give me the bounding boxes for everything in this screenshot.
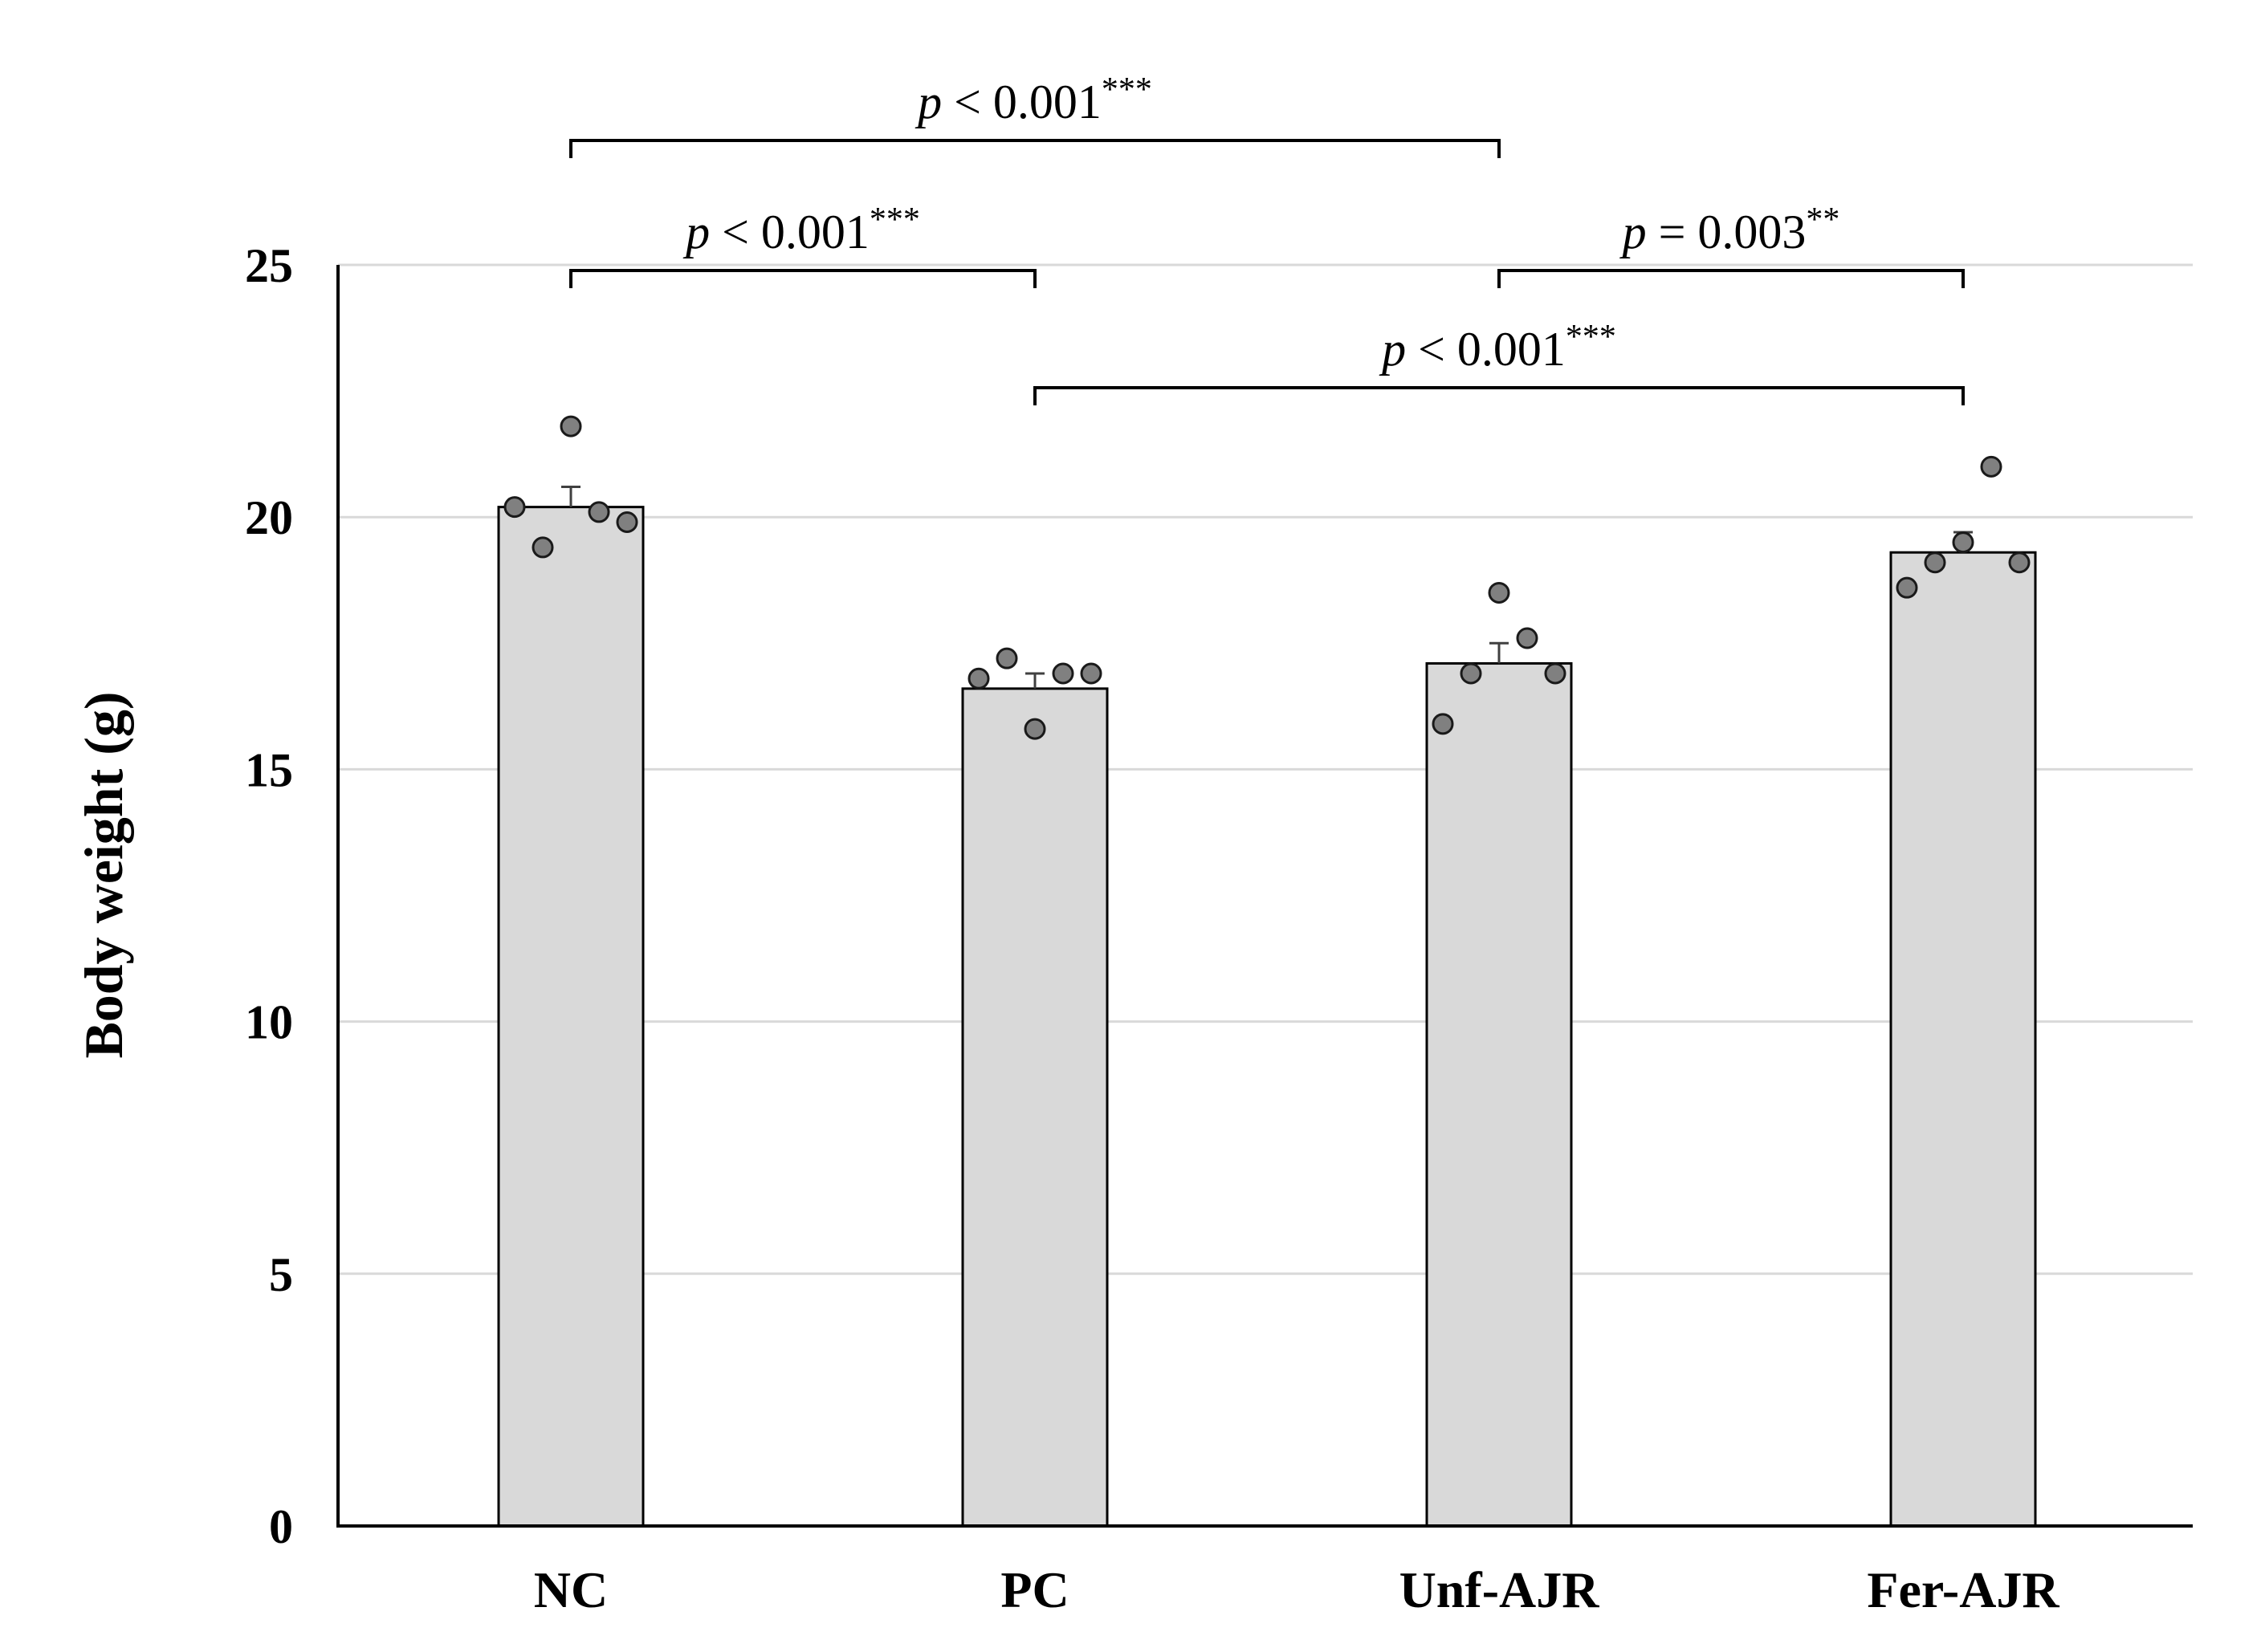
data-point xyxy=(1024,718,1046,740)
data-point xyxy=(503,496,526,519)
x-category-label: Unf-AJR xyxy=(1399,1561,1600,1618)
data-point xyxy=(996,647,1018,669)
significance-bracket xyxy=(1033,386,1965,405)
data-point xyxy=(588,501,610,523)
data-point xyxy=(1460,662,1482,685)
data-point xyxy=(1896,576,1918,599)
axes xyxy=(336,265,2193,1528)
y-tick-labels: 0 5 10 15 20 25 xyxy=(245,239,293,1553)
data-point xyxy=(1980,455,2002,478)
x-category-labels: NC PC Unf-AJR Fer-AJR xyxy=(534,1561,2060,1618)
y-tick-label: 10 xyxy=(245,996,293,1049)
bar xyxy=(497,506,645,1528)
significance-bracket xyxy=(569,139,1501,158)
y-tick-label: 0 xyxy=(269,1500,293,1553)
y-tick-label: 5 xyxy=(269,1248,293,1301)
bars xyxy=(497,415,2037,1528)
data-point xyxy=(1488,581,1510,604)
significance-label: p = 0.003** xyxy=(1619,201,1840,258)
significance-label: p < 0.001*** xyxy=(915,71,1152,128)
data-point xyxy=(1516,627,1538,649)
data-point xyxy=(1544,662,1566,685)
significance-brackets: p < 0.001*** p < 0.001*** p = 0.003** p < 0… xyxy=(569,71,1965,405)
x-category-label: NC xyxy=(534,1561,608,1618)
data-point xyxy=(560,415,582,437)
y-axis-title: Body weight (g) xyxy=(73,691,134,1058)
x-category-label: Fer-AJR xyxy=(1867,1561,2059,1618)
data-point xyxy=(2008,551,2031,574)
data-point xyxy=(1432,713,1454,735)
significance-label: p < 0.001*** xyxy=(682,201,920,258)
x-category-label: PC xyxy=(1000,1561,1069,1618)
data-point xyxy=(532,536,554,559)
data-point xyxy=(968,667,990,690)
bar xyxy=(1425,661,1573,1528)
data-point xyxy=(616,511,638,533)
data-point xyxy=(1080,662,1102,685)
bar xyxy=(961,687,1109,1528)
y-tick-label: 20 xyxy=(245,491,293,544)
y-tick-label: 15 xyxy=(245,743,293,796)
significance-bracket xyxy=(569,269,1037,288)
gridlines xyxy=(338,263,2193,1276)
data-point xyxy=(1952,531,1974,554)
data-point xyxy=(1924,551,1946,574)
data-point xyxy=(1052,662,1074,685)
bar xyxy=(1889,551,2037,1528)
significance-bracket xyxy=(1497,269,1965,288)
y-tick-label: 25 xyxy=(245,239,293,292)
significance-label: p < 0.001*** xyxy=(1379,319,1616,376)
